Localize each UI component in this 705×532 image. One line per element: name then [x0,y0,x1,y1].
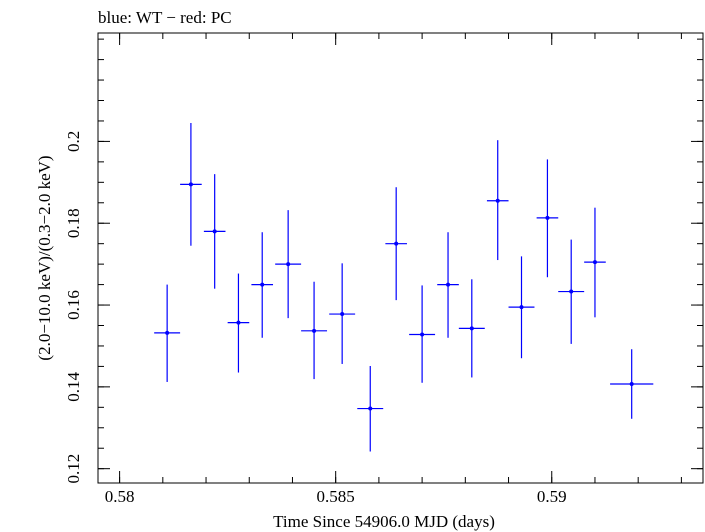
data-point [275,210,302,319]
data-point [329,263,356,364]
data-series [154,123,654,452]
data-point [203,174,226,289]
data-marker [420,332,425,337]
y-tick-label: 0.12 [64,454,83,484]
y-tick-label: 0.16 [64,290,83,320]
data-point [154,284,181,382]
data-marker [495,198,500,203]
data-marker [569,289,574,294]
x-tick-label: 0.59 [537,487,567,506]
x-tick-label: 0.585 [317,487,355,506]
data-marker [188,182,193,187]
data-point [558,239,585,344]
data-point [385,187,407,301]
data-marker [629,382,634,386]
data-marker [519,305,524,310]
data-point [610,349,654,419]
y-axis-label: (2.0−10.0 keV)/(0.3−2.0 keV) [35,155,54,360]
data-marker [340,312,345,317]
data-marker [394,241,399,246]
data-marker [592,260,597,265]
data-point [508,256,535,359]
data-marker [286,262,291,267]
data-point [301,281,328,380]
plot-frame [97,32,704,484]
data-point [458,279,485,378]
data-point [486,140,509,261]
data-marker [368,406,373,411]
axes: 0.58 0.585 0.59 0.12 0.14 0.16 0.18 0.2 [64,33,703,506]
data-marker [236,320,241,325]
x-axis-label: Time Since 54906.0 MJD (days) [273,512,495,531]
data-point [409,285,436,383]
y-tick-label: 0.14 [64,371,83,401]
y-tick-label: 0.18 [64,208,83,238]
data-point [251,232,274,338]
chart-title: blue: WT − red: PC [98,8,232,27]
y-tick-label: 0.2 [64,131,83,152]
data-point [584,207,606,318]
data-point [536,159,559,278]
data-marker [312,328,317,333]
data-marker [469,326,474,331]
data-point [227,273,250,373]
data-marker [260,282,265,287]
data-point [180,123,202,246]
data-point [357,366,384,452]
data-marker [165,330,170,335]
data-marker [545,215,550,220]
data-marker [446,282,451,287]
x-tick-label: 0.58 [105,487,135,506]
data-marker [212,229,217,234]
data-point [437,232,459,338]
